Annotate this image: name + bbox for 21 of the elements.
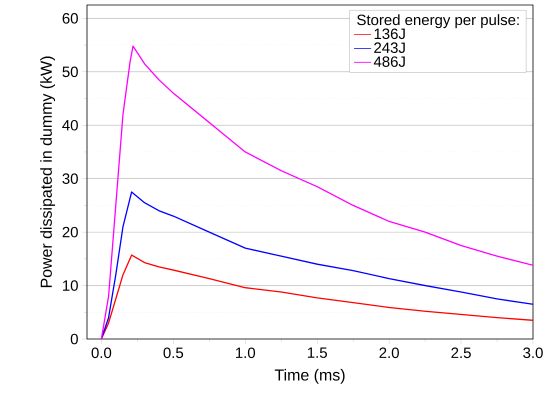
y-tick-label: 0 (70, 334, 78, 344)
y-tick-label: 20 (62, 226, 78, 238)
legend-title: Stored energy per pulse: (357, 14, 519, 28)
legend-label: 243J (374, 42, 405, 53)
x-tick-label: 1.0 (236, 348, 256, 358)
line-series (100, 191, 533, 339)
y-tick-label: 10 (63, 280, 78, 291)
x-tick-label: 0.0 (92, 348, 112, 358)
y-tick-label: 30 (62, 173, 78, 184)
x-axis-title: Time (ms) (274, 368, 345, 384)
y-tick-label: 40 (62, 120, 78, 131)
y-tick-label: 60 (62, 13, 78, 24)
y-tick-label: 50 (62, 66, 78, 78)
x-tick-label: 3.0 (523, 348, 543, 358)
x-tick-label: 2.0 (379, 348, 399, 358)
x-tick-label: 2.5 (451, 348, 471, 358)
legend-label: 486J (374, 56, 405, 67)
legend-label: 136J (374, 28, 405, 40)
x-tick-label: 0.5 (164, 348, 184, 358)
x-tick-label: 1.5 (308, 348, 327, 358)
y-axis-title: Power dissipated in dummy (kW) (40, 56, 56, 288)
